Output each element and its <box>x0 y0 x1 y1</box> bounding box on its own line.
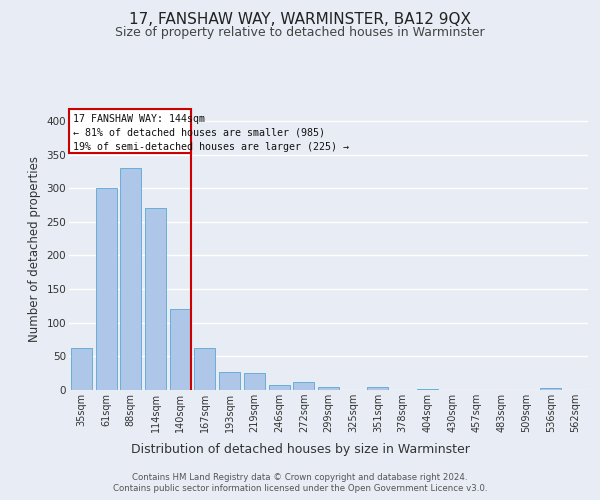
Bar <box>71 348 92 390</box>
Bar <box>318 386 339 390</box>
Bar <box>95 188 116 390</box>
Bar <box>219 372 240 390</box>
FancyBboxPatch shape <box>69 109 191 152</box>
Bar <box>541 388 562 390</box>
Bar <box>417 388 438 390</box>
Bar <box>145 208 166 390</box>
Text: Contains HM Land Registry data © Crown copyright and database right 2024.: Contains HM Land Registry data © Crown c… <box>132 472 468 482</box>
Text: Distribution of detached houses by size in Warminster: Distribution of detached houses by size … <box>131 442 469 456</box>
Y-axis label: Number of detached properties: Number of detached properties <box>28 156 41 342</box>
Bar <box>269 384 290 390</box>
Bar <box>244 373 265 390</box>
Text: 17 FANSHAW WAY: 144sqm: 17 FANSHAW WAY: 144sqm <box>73 114 205 124</box>
Text: Contains public sector information licensed under the Open Government Licence v3: Contains public sector information licen… <box>113 484 487 493</box>
Bar <box>367 388 388 390</box>
Bar <box>293 382 314 390</box>
Bar <box>120 168 141 390</box>
Text: 17, FANSHAW WAY, WARMINSTER, BA12 9QX: 17, FANSHAW WAY, WARMINSTER, BA12 9QX <box>129 12 471 28</box>
Text: 19% of semi-detached houses are larger (225) →: 19% of semi-detached houses are larger (… <box>73 142 349 152</box>
Text: Size of property relative to detached houses in Warminster: Size of property relative to detached ho… <box>115 26 485 39</box>
Bar <box>194 348 215 390</box>
Bar <box>170 310 191 390</box>
Text: ← 81% of detached houses are smaller (985): ← 81% of detached houses are smaller (98… <box>73 128 325 138</box>
